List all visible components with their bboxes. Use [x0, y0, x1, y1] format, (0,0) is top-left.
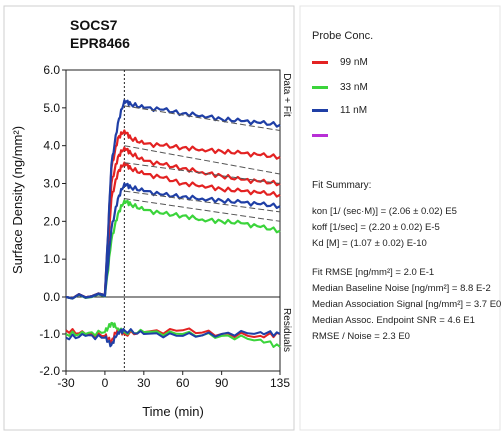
y-tick-label: 3.0	[43, 177, 60, 191]
x-tick-label: -30	[57, 376, 75, 390]
fit-line-2	[124, 162, 281, 184]
residual-tick-label: -1.0	[39, 327, 60, 341]
legend-label: 33 nM	[340, 81, 368, 93]
axis-ticks: -30 0 30 60 90 135 0.0 1.0 2.0 3.0 4.0 5.0 6.0 -1.0 -2…	[39, 63, 290, 390]
residual-line-2	[65, 327, 281, 348]
legend-item	[312, 128, 340, 142]
legend-item: 99 nM	[312, 55, 368, 69]
y-tick-label: 5.0	[43, 101, 60, 115]
outer-border	[3, 5, 295, 431]
fit-rmse-noise: RMSE / Noise = 2.3 E0	[312, 331, 410, 342]
residual-tick-label: -2.0	[39, 364, 60, 378]
fit-line-0	[124, 105, 281, 131]
x-tick-label: 90	[215, 376, 229, 390]
y-tick-label: 1.0	[43, 252, 60, 266]
series-line-0-1	[65, 146, 281, 300]
fit-line-4	[124, 198, 281, 222]
fit-line-1	[124, 145, 281, 175]
panel-border	[299, 5, 501, 431]
residual-line-0	[65, 327, 281, 344]
y-axis-label: Surface Density (ng/mm²)	[10, 126, 25, 274]
x-tick-label: 0	[102, 376, 109, 390]
y-tick-label: 2.0	[43, 214, 60, 228]
fit-lines	[124, 105, 281, 222]
chart-title: SOCS7	[70, 17, 118, 33]
x-tick-label: 30	[137, 376, 151, 390]
fit-summary-title: Fit Summary:	[312, 180, 372, 191]
legend-item: 33 nM	[312, 80, 368, 94]
series-line-0-2	[65, 161, 281, 300]
fit-koff: koff [1/sec] = (2.20 ± 0.02) E-5	[312, 222, 440, 233]
fit-baseline-noise: Median Baseline Noise [ng/mm²] = 8.8 E-2	[312, 283, 491, 294]
legend-label: 99 nM	[340, 56, 368, 68]
legend-label: 11 nM	[340, 104, 368, 116]
main-plot-frame	[65, 69, 281, 298]
fit-kon: kon [1/ (sec·M)] = (2.06 ± 0.02) E5	[312, 206, 457, 217]
legend-swatch	[312, 108, 328, 112]
residual-series	[65, 321, 281, 348]
fit-line-3	[124, 190, 281, 213]
right-label-residuals: Residuals	[281, 308, 292, 352]
right-label-data-fit: Data + Fit	[281, 73, 292, 117]
plot-frames	[65, 69, 281, 372]
chart-frame	[3, 5, 501, 431]
legend-swatch	[312, 133, 328, 137]
y-tick-label: 0.0	[43, 290, 60, 304]
series-line-2-0	[65, 99, 281, 300]
legend-swatch	[312, 60, 328, 64]
x-axis-label: Time (min)	[142, 404, 204, 419]
y-tick-label: 4.0	[43, 139, 60, 153]
series-line-1-0	[65, 199, 281, 300]
data-series	[65, 99, 281, 300]
x-tick-label: 60	[176, 376, 190, 390]
chart-subtitle: EPR8466	[70, 35, 130, 51]
residual-line-1	[65, 321, 281, 348]
fit-rmse: Fit RMSE [ng/mm²] = 2.0 E-1	[312, 267, 435, 278]
fit-kd: Kd [M] = (1.07 ± 0.02) E-10	[312, 238, 427, 249]
series-line-2-1	[65, 182, 281, 300]
y-tick-label: 6.0	[43, 63, 60, 77]
fit-association-signal: Median Association Signal [ng/mm²] = 3.7…	[312, 299, 502, 310]
fit-endpoint-snr: Median Assoc. Endpoint SNR = 4.6 E1	[312, 315, 475, 326]
legend-swatch	[312, 85, 328, 89]
legend-title: Probe Conc.	[312, 30, 374, 42]
x-tick-label: 135	[270, 376, 290, 390]
legend-item: 11 nM	[312, 103, 367, 117]
